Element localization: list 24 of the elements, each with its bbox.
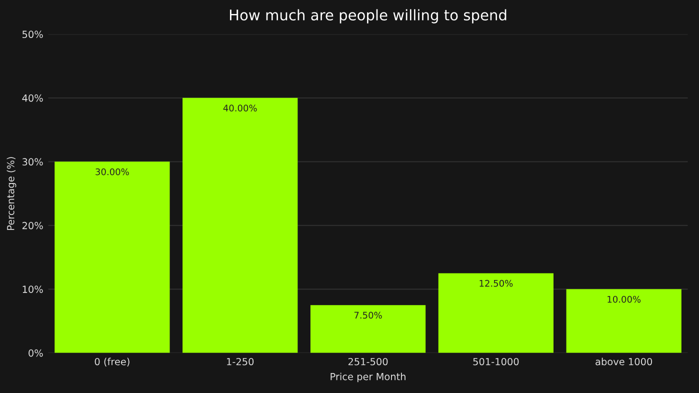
- bar: [566, 289, 682, 353]
- y-tick-label: 30%: [22, 158, 43, 166]
- data-label: 30.00%: [96, 168, 129, 176]
- x-tick-label: 1-250: [227, 358, 254, 366]
- y-tick-label: 50%: [22, 30, 43, 38]
- y-axis-title: Percentage (%): [6, 157, 16, 230]
- y-tick-label: 0%: [28, 349, 43, 357]
- data-label: 12.50%: [480, 280, 513, 287]
- bar: [438, 273, 554, 353]
- y-tick-label: 40%: [22, 94, 43, 102]
- bar: [54, 162, 170, 353]
- data-label: 10.00%: [608, 296, 641, 303]
- x-tick-label: above 1000: [596, 358, 652, 366]
- y-tick-label: 10%: [22, 286, 43, 293]
- bar: [310, 305, 426, 353]
- x-tick-label: 501-1000: [473, 358, 519, 366]
- x-tick-label: 251-500: [348, 358, 388, 366]
- chart-title: How much are people willing to spend: [230, 9, 506, 24]
- y-tick-label: 20%: [22, 222, 43, 230]
- x-axis-title: Price per Month: [330, 372, 406, 382]
- data-label: 40.00%: [223, 104, 257, 112]
- x-tick-label: 0 (free): [94, 358, 130, 366]
- bar: [182, 98, 298, 353]
- data-label: 7.50%: [354, 312, 382, 319]
